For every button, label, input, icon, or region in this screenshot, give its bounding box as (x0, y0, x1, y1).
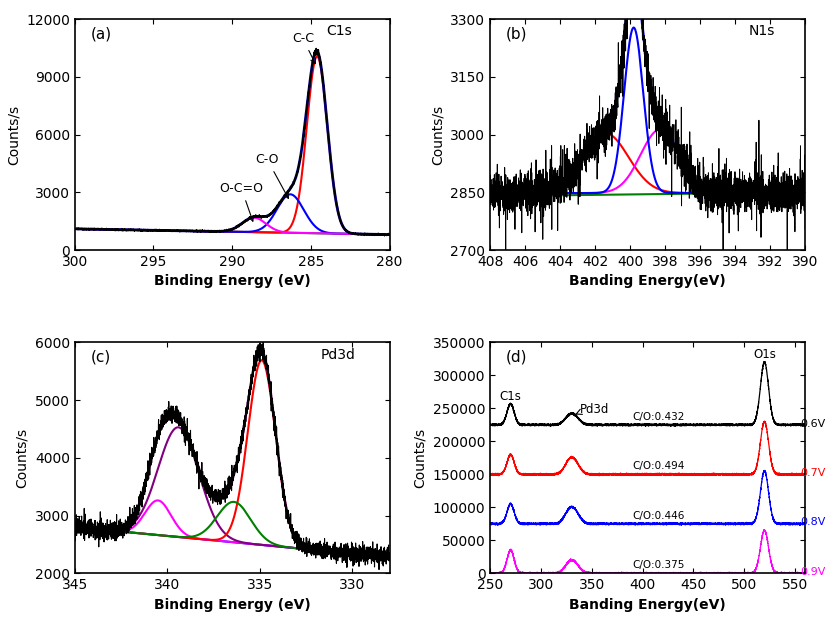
Y-axis label: Counts/s: Counts/s (413, 428, 427, 488)
Text: 0.6V: 0.6V (800, 419, 825, 429)
Y-axis label: Counts/s: Counts/s (15, 428, 29, 488)
Text: C-O: C-O (256, 154, 289, 198)
Text: (a): (a) (90, 26, 111, 41)
Text: 0.7V: 0.7V (800, 468, 825, 478)
X-axis label: Banding Energy(eV): Banding Energy(eV) (569, 275, 726, 289)
Y-axis label: Counts/s: Counts/s (431, 104, 445, 164)
Text: C1s: C1s (326, 24, 352, 38)
Y-axis label: Counts/s: Counts/s (7, 104, 21, 164)
Text: O-C=O: O-C=O (219, 182, 263, 221)
Text: C/O:0.494: C/O:0.494 (632, 461, 685, 471)
Text: C/O:0.375: C/O:0.375 (632, 560, 685, 570)
Text: 0.9V: 0.9V (800, 567, 825, 577)
Text: 0.8V: 0.8V (800, 517, 825, 527)
Text: C/O:0.432: C/O:0.432 (632, 412, 685, 422)
X-axis label: Binding Energy (eV): Binding Energy (eV) (154, 598, 310, 612)
X-axis label: Banding Energy(eV): Banding Energy(eV) (569, 598, 726, 612)
Text: (c): (c) (90, 349, 110, 364)
Text: N1s: N1s (749, 24, 775, 38)
Text: C/O:0.446: C/O:0.446 (632, 510, 685, 520)
Text: Pd3d: Pd3d (579, 403, 609, 416)
Text: C-C: C-C (292, 32, 315, 64)
Text: Pd3d: Pd3d (320, 348, 355, 362)
Text: (d): (d) (506, 349, 528, 364)
Text: C1s: C1s (500, 390, 521, 403)
X-axis label: Binding Energy (eV): Binding Energy (eV) (154, 275, 310, 289)
Text: O1s: O1s (753, 348, 776, 361)
Text: (b): (b) (506, 26, 528, 41)
